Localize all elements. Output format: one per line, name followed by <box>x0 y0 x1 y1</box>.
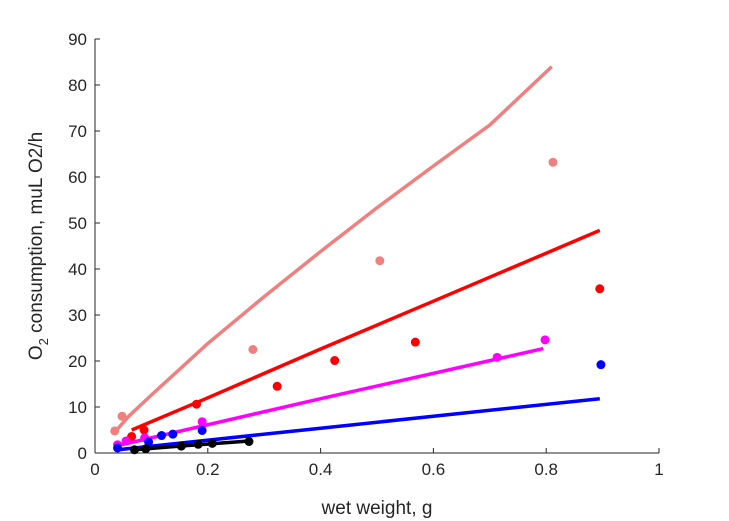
data-point <box>121 436 131 446</box>
y-tick-label: 70 <box>68 122 87 141</box>
y-tick-label: 20 <box>68 352 87 371</box>
data-point <box>192 399 202 409</box>
x-axis-ticks: 0 0.2 0.4 0.6 0.8 1 <box>90 448 664 479</box>
y-tick-label: 40 <box>68 260 87 279</box>
data-point <box>157 431 167 441</box>
series-5 <box>129 437 254 455</box>
data-point <box>548 157 558 167</box>
data-point <box>244 437 254 446</box>
data-point <box>197 425 207 435</box>
data-point <box>540 335 550 345</box>
series-1-fit-line <box>113 65 553 434</box>
data-point <box>129 445 139 455</box>
data-point <box>139 425 149 435</box>
y-tick-label: 90 <box>68 30 87 49</box>
data-point <box>113 443 123 453</box>
y-tick-label: 30 <box>68 306 87 325</box>
data-point <box>117 411 127 421</box>
data-point <box>144 437 154 447</box>
data-point <box>193 439 203 449</box>
series-3 <box>113 335 550 450</box>
axes: 0 0.2 0.4 0.6 0.8 1 0 10 20 30 40 50 60 70 80 90 <box>68 30 664 479</box>
data-point <box>492 352 502 362</box>
y-tick-label: 50 <box>68 214 87 233</box>
data-point <box>330 356 340 366</box>
x-tick-label: 0 <box>90 460 99 479</box>
data-point <box>596 360 606 370</box>
data-point <box>248 345 258 354</box>
series-2-fit-line <box>131 228 601 432</box>
data-point <box>197 417 207 427</box>
data-point <box>141 444 151 454</box>
x-axis-label: wet weight, g <box>321 498 433 519</box>
x-tick-label: 0.4 <box>309 460 333 479</box>
data-point <box>176 441 186 451</box>
x-tick-label: 0.2 <box>196 460 220 479</box>
y-axis-label-rest: consumption, muL O2/h <box>26 132 47 338</box>
data-point <box>272 381 282 391</box>
data-series <box>110 65 606 455</box>
series-1 <box>110 65 558 436</box>
data-point <box>207 438 217 448</box>
series-2 <box>127 228 605 441</box>
series-4-fit-line <box>117 396 600 452</box>
y-tick-label: 80 <box>68 76 87 95</box>
x-tick-label: 1 <box>654 460 663 479</box>
y-axis-ticks: 0 10 20 30 40 50 60 70 80 90 <box>68 30 100 463</box>
y-axis-label-base: O <box>26 345 47 360</box>
series-3-fit-line <box>117 346 544 448</box>
x-tick-label: 0.8 <box>534 460 558 479</box>
y-tick-label: 10 <box>68 398 87 417</box>
y-tick-label: 0 <box>78 444 87 463</box>
data-point <box>375 256 385 266</box>
data-point <box>595 284 605 294</box>
data-point <box>110 426 120 436</box>
y-axis-label: O2 consumption, muL O2/h <box>26 132 51 360</box>
data-point <box>410 337 420 347</box>
series-4 <box>113 360 606 453</box>
y-tick-label: 60 <box>68 168 87 187</box>
data-point <box>168 429 178 439</box>
y-axis-label-subscript: 2 <box>36 338 51 345</box>
x-tick-label: 0.6 <box>422 460 446 479</box>
